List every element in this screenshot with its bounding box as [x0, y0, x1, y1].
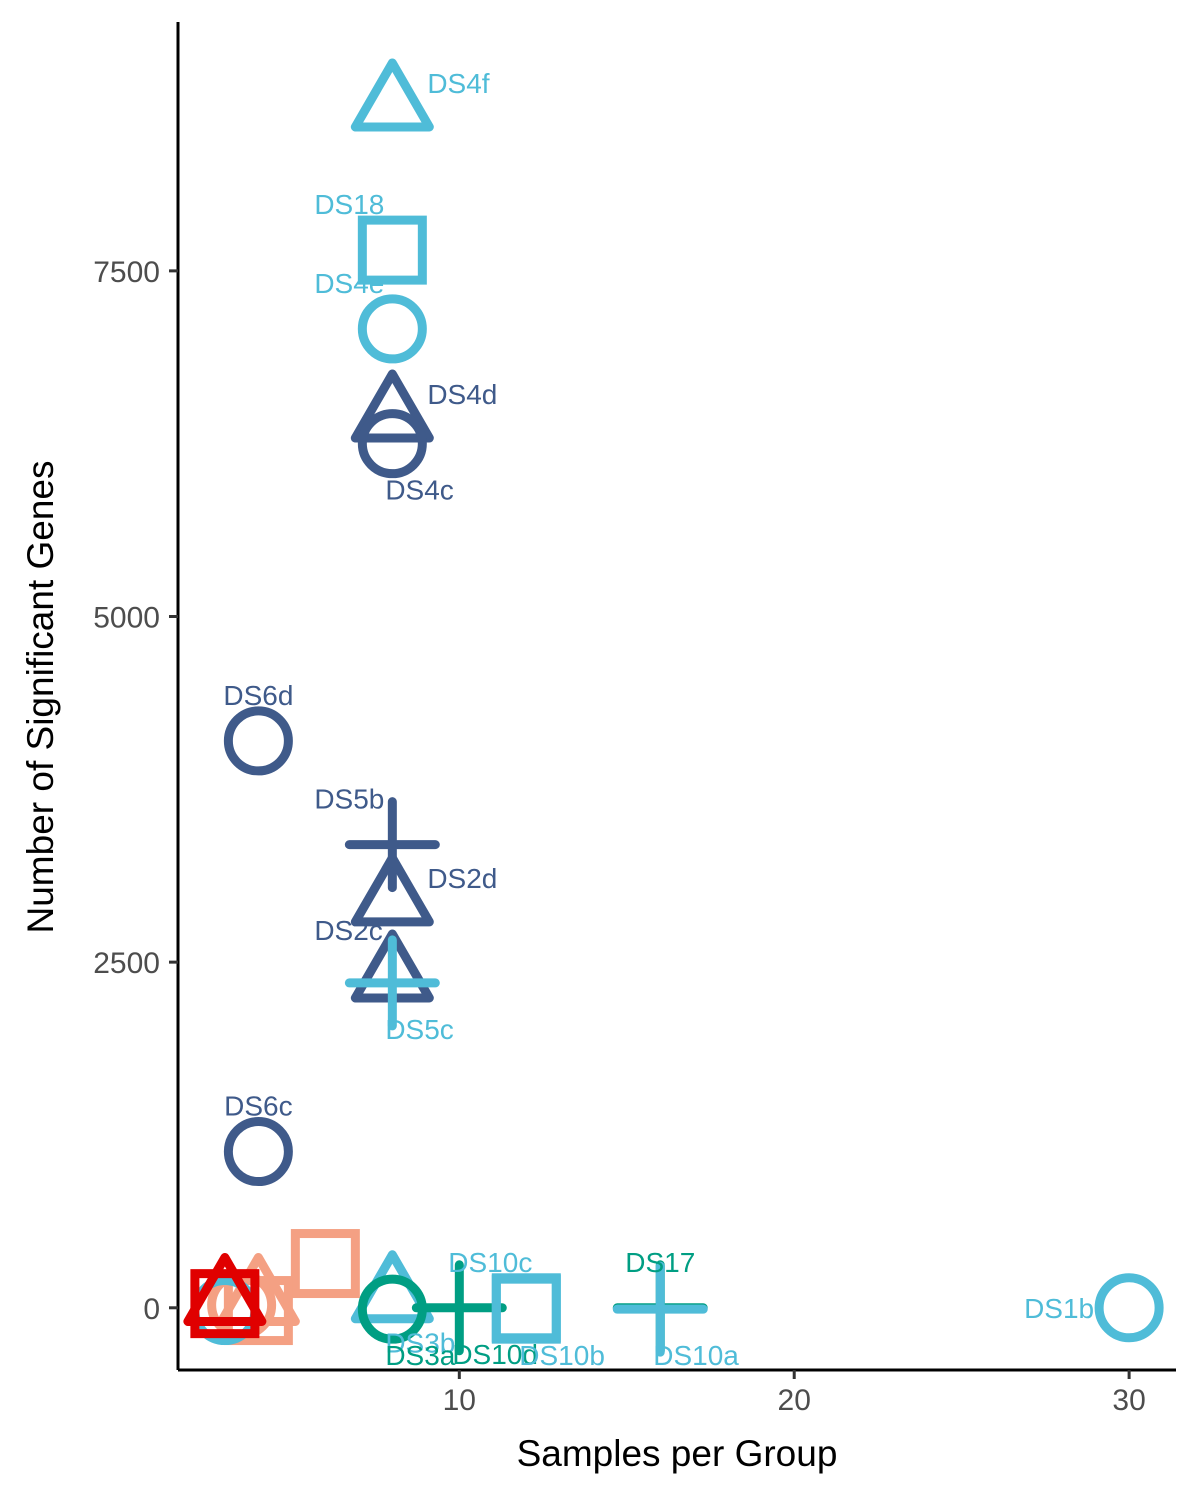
point-label: DS18 — [314, 189, 384, 220]
point-label: DS4e — [314, 268, 384, 299]
y-tick-label: 5000 — [93, 602, 160, 635]
x-tick-label: 20 — [778, 1384, 811, 1417]
point-label: DS10a — [653, 1340, 739, 1371]
point-triangle — [183, 1252, 267, 1326]
y-tick-label: 2500 — [93, 947, 160, 980]
point-plus — [612, 1261, 708, 1357]
point-circle — [357, 294, 427, 364]
point-label: DS3b — [385, 1328, 455, 1359]
axes-layer: 10 20 30 0 2500 5000 7500 — [93, 22, 1176, 1417]
point-label: DS5b — [314, 784, 384, 815]
point-label: DS17 — [625, 1247, 695, 1278]
point-triangle — [350, 369, 434, 443]
marks-layer — [183, 58, 1164, 1357]
labels-layer: DS4f DS18 DS4e DS4d DS4c DS6d DS5b DS2d DS2c DS5c… — [223, 68, 1094, 1371]
point-label: DS6d — [223, 680, 293, 711]
point-plus — [344, 935, 440, 1031]
y-tick-label: 7500 — [93, 256, 160, 289]
point-label: DS1b — [1024, 1293, 1094, 1324]
point-label: DS10d — [452, 1339, 538, 1370]
y-axis-title: Number of Significant Genes — [20, 460, 61, 933]
point-label: DS2d — [427, 863, 497, 894]
point-square — [357, 215, 427, 285]
point-square — [290, 1229, 360, 1299]
point-triangle — [350, 853, 434, 927]
point-label: DS4d — [427, 379, 497, 410]
point-label: DS5c — [385, 1014, 453, 1045]
point-label: DS2c — [314, 915, 382, 946]
point-plus — [344, 797, 440, 893]
point-label: DS4c — [385, 475, 453, 506]
x-tick-label: 30 — [1112, 1384, 1145, 1417]
point-triangle — [350, 58, 434, 132]
point-label: DS6c — [224, 1091, 292, 1122]
point-label: DS10b — [519, 1340, 605, 1371]
x-axis-title: Samples per Group — [517, 1433, 838, 1474]
y-tick-label: 0 — [143, 1293, 160, 1326]
x-tick-label: 10 — [443, 1384, 476, 1417]
point-label: DS4f — [427, 68, 489, 99]
point-label: DS10c — [448, 1247, 532, 1278]
point-plus — [411, 1260, 507, 1356]
point-square — [491, 1274, 561, 1344]
point-label: DS3a — [385, 1340, 455, 1371]
point-circle — [357, 409, 427, 479]
point-circle — [1094, 1273, 1164, 1343]
point-circle — [223, 1117, 293, 1187]
point-circle — [223, 706, 293, 776]
